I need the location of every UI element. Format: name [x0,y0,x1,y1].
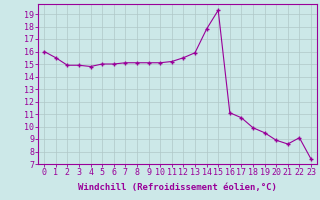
X-axis label: Windchill (Refroidissement éolien,°C): Windchill (Refroidissement éolien,°C) [78,183,277,192]
